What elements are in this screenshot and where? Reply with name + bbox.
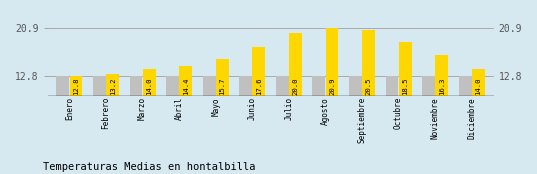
Text: 16.3: 16.3 bbox=[439, 77, 445, 95]
Text: 18.5: 18.5 bbox=[402, 77, 408, 95]
Bar bbox=[459, 76, 471, 96]
Bar bbox=[362, 30, 375, 96]
Bar bbox=[472, 69, 485, 96]
Bar bbox=[289, 33, 302, 96]
Bar bbox=[216, 59, 229, 96]
Bar bbox=[399, 42, 411, 96]
Bar bbox=[179, 66, 192, 96]
Bar bbox=[129, 76, 142, 96]
Text: 13.2: 13.2 bbox=[110, 77, 115, 95]
Bar bbox=[240, 76, 252, 96]
Bar bbox=[106, 74, 119, 96]
Bar bbox=[203, 76, 215, 96]
Bar bbox=[166, 76, 179, 96]
Text: 14.0: 14.0 bbox=[146, 77, 152, 95]
Bar bbox=[143, 69, 156, 96]
Bar bbox=[56, 76, 69, 96]
Bar bbox=[386, 76, 398, 96]
Text: 14.4: 14.4 bbox=[183, 77, 188, 95]
Text: Temperaturas Medias en hontalbilla: Temperaturas Medias en hontalbilla bbox=[43, 162, 256, 172]
Bar bbox=[422, 76, 435, 96]
Bar bbox=[313, 76, 325, 96]
Text: 12.8: 12.8 bbox=[73, 77, 79, 95]
Text: 17.6: 17.6 bbox=[256, 77, 262, 95]
Bar bbox=[93, 76, 106, 96]
Text: 14.0: 14.0 bbox=[475, 77, 481, 95]
Text: 20.0: 20.0 bbox=[293, 77, 299, 95]
Bar bbox=[276, 76, 289, 96]
Text: 15.7: 15.7 bbox=[219, 77, 226, 95]
Bar bbox=[252, 47, 265, 96]
Bar bbox=[436, 55, 448, 96]
Text: 20.9: 20.9 bbox=[329, 77, 335, 95]
Text: 20.5: 20.5 bbox=[366, 77, 372, 95]
Bar bbox=[325, 27, 338, 96]
Bar bbox=[349, 76, 362, 96]
Bar bbox=[70, 76, 83, 96]
